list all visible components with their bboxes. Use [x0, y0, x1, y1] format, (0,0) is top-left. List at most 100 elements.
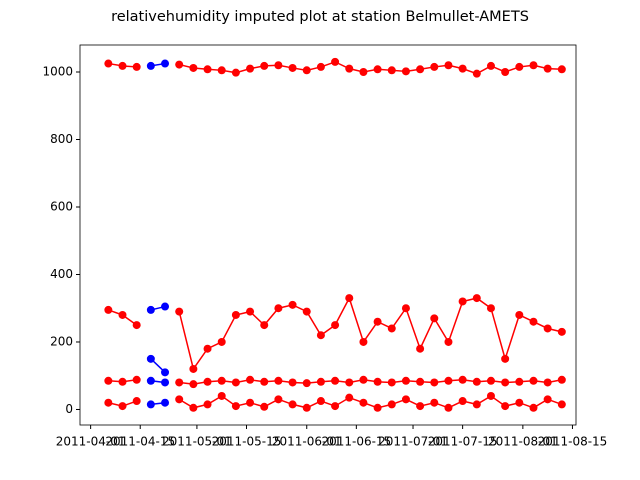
- data-point: [288, 63, 297, 72]
- data-point: [231, 310, 240, 319]
- data-point: [260, 321, 269, 330]
- data-point: [246, 64, 255, 73]
- x-tick-label: 2011-08-01: [488, 435, 558, 449]
- data-point: [331, 321, 340, 330]
- data-point: [501, 402, 510, 411]
- data-point: [288, 400, 297, 409]
- data-point: [118, 310, 127, 319]
- data-point: [189, 63, 198, 72]
- data-point: [331, 402, 340, 411]
- data-point: [175, 395, 184, 404]
- data-point: [189, 380, 198, 389]
- data-point: [146, 400, 155, 409]
- data-point: [302, 66, 311, 75]
- data-point: [288, 300, 297, 309]
- data-point: [274, 304, 283, 313]
- data-point: [501, 354, 510, 363]
- data-point: [416, 402, 425, 411]
- data-point: [231, 378, 240, 387]
- data-point: [486, 391, 495, 400]
- data-point: [246, 375, 255, 384]
- data-point: [515, 310, 524, 319]
- data-point: [345, 378, 354, 387]
- data-point: [203, 344, 212, 353]
- x-tick-label: 2011-07-15: [428, 435, 498, 449]
- y-tick-label: 600: [50, 199, 73, 213]
- data-point: [458, 397, 467, 406]
- data-point: [246, 307, 255, 316]
- data-point: [472, 69, 481, 78]
- data-point: [345, 294, 354, 303]
- data-point: [557, 65, 566, 74]
- data-point: [104, 376, 113, 385]
- data-point: [345, 64, 354, 73]
- data-point: [515, 62, 524, 71]
- data-point: [246, 398, 255, 407]
- data-point: [387, 400, 396, 409]
- data-point: [458, 297, 467, 306]
- data-point: [529, 376, 538, 385]
- data-point: [373, 317, 382, 326]
- data-point: [260, 61, 269, 70]
- data-point: [345, 393, 354, 402]
- data-point: [231, 68, 240, 77]
- data-point: [217, 376, 226, 385]
- data-point: [316, 397, 325, 406]
- data-point: [472, 294, 481, 303]
- data-point: [444, 337, 453, 346]
- data-point: [175, 307, 184, 316]
- data-point: [543, 395, 552, 404]
- data-point: [373, 377, 382, 386]
- data-point: [118, 61, 127, 70]
- data-point: [444, 403, 453, 412]
- data-point: [175, 60, 184, 69]
- x-tick-label: 2011-06-01: [272, 435, 342, 449]
- data-point: [387, 324, 396, 333]
- x-tick-label: 2011-05-01: [162, 435, 232, 449]
- x-tick-label: 2011-08-15: [538, 435, 608, 449]
- data-point: [274, 376, 283, 385]
- data-point: [146, 305, 155, 314]
- data-point: [302, 379, 311, 388]
- data-point: [316, 377, 325, 386]
- data-point: [486, 304, 495, 313]
- data-point: [203, 65, 212, 74]
- x-tick-label: 2011-04-01: [56, 435, 126, 449]
- data-point: [161, 368, 170, 377]
- data-point: [501, 67, 510, 76]
- data-point: [118, 377, 127, 386]
- data-point: [529, 403, 538, 412]
- data-point: [430, 314, 439, 323]
- data-point: [430, 62, 439, 71]
- data-point: [146, 61, 155, 70]
- data-point: [515, 398, 524, 407]
- data-point: [430, 378, 439, 387]
- x-tick-label: 2011-07-01: [378, 435, 448, 449]
- data-point: [189, 364, 198, 373]
- data-point: [161, 398, 170, 407]
- data-point: [430, 398, 439, 407]
- data-point: [444, 376, 453, 385]
- data-point: [161, 302, 170, 311]
- data-point: [217, 391, 226, 400]
- data-point: [529, 317, 538, 326]
- data-point: [274, 395, 283, 404]
- data-point: [373, 65, 382, 74]
- data-point: [557, 375, 566, 384]
- x-tick-label: 2011-04-15: [105, 435, 175, 449]
- data-point: [302, 403, 311, 412]
- data-point: [458, 64, 467, 73]
- data-point: [331, 376, 340, 385]
- data-point: [543, 324, 552, 333]
- data-point: [387, 378, 396, 387]
- data-point: [260, 377, 269, 386]
- data-point: [260, 402, 269, 411]
- data-point: [359, 337, 368, 346]
- data-point: [401, 67, 410, 76]
- data-point: [104, 59, 113, 68]
- data-point: [529, 61, 538, 70]
- data-point: [472, 377, 481, 386]
- data-point: [104, 398, 113, 407]
- data-point: [118, 402, 127, 411]
